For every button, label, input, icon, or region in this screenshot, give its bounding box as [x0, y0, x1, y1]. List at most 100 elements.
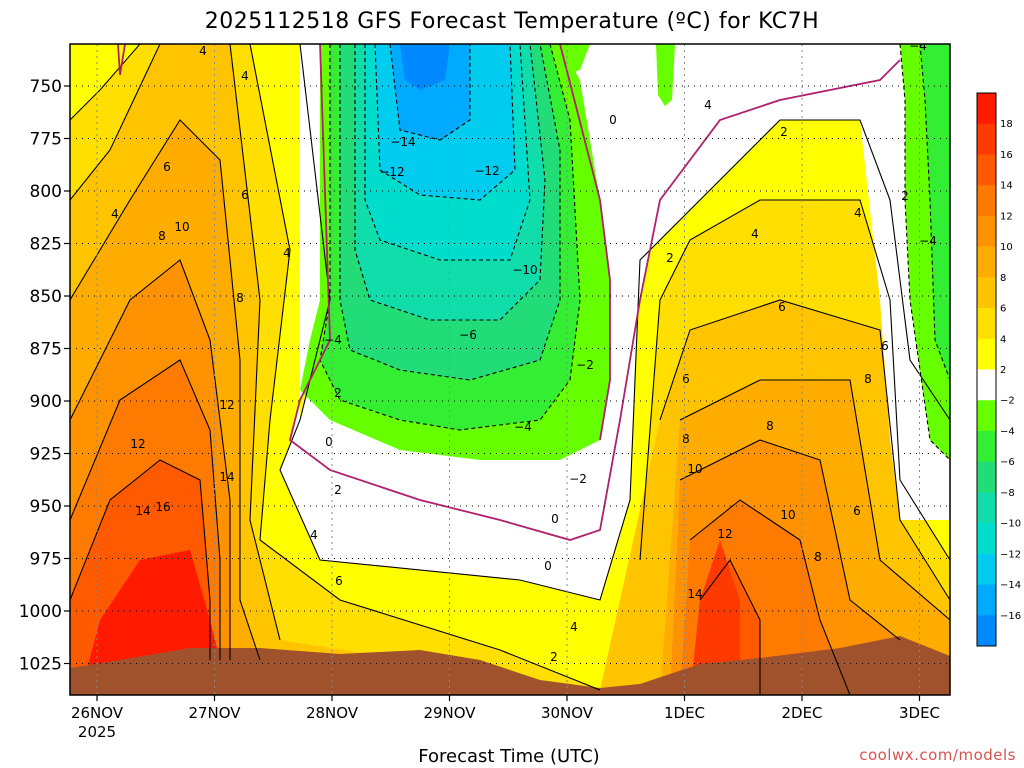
colorbar-label: 8 [1000, 273, 1006, 284]
contour-label: 12 [219, 398, 234, 412]
colorbar-swatch [977, 93, 996, 125]
zero-contour-line [117, 44, 126, 76]
colorbar-label: −2 [1000, 396, 1015, 407]
colorbar-label: 2 [1000, 365, 1006, 376]
y-tick-label: 925 [30, 445, 62, 465]
colorbar-swatch [977, 185, 996, 217]
contour-line [689, 499, 851, 695]
contour-line [70, 359, 221, 660]
contour-label: −2 [569, 472, 587, 486]
colorbar-swatch [977, 277, 996, 309]
colorbar: 18 16 14 12 10 8 6 4 2 −2 −4 −6 −8 −10 −12 −14 −16 [976, 92, 1021, 647]
contour-label: −12 [474, 164, 499, 178]
contour-label: 0 [544, 559, 552, 573]
contour-labels: 4 4 6 6 4 8 10 8 4 12 12 14 14 16 −14 −12 −12 −10 −6 −4 −2 −4… [111, 39, 937, 664]
x-tick-sublabel: 2025 [78, 723, 116, 741]
colorbar-swatch [977, 338, 996, 370]
contour-label: −12 [379, 165, 404, 179]
colorbar-label: −16 [1000, 611, 1021, 622]
contour-label: 2 [550, 650, 558, 664]
contour-label: 6 [682, 372, 690, 386]
contour-label: 10 [687, 462, 702, 476]
y-axis: 750 775 800 825 850 875 900 925 950 975 1000 1025 [19, 77, 70, 675]
contour-label: 4 [854, 206, 862, 220]
x-tick-label: 28NOV [306, 704, 359, 722]
contour-label: 0 [325, 435, 333, 449]
contour-label: 14 [219, 470, 234, 484]
contour-line [639, 199, 950, 561]
contour-label: 2 [666, 251, 674, 265]
colorbar-label: 14 [1000, 181, 1013, 192]
contour-label: 6 [241, 188, 249, 202]
colorbar-swatch [977, 215, 996, 248]
contour-line [389, 44, 471, 141]
colorbar-swatch [977, 492, 996, 524]
zero-contour-line [559, 44, 611, 441]
contour-label: −14 [390, 135, 415, 149]
colorbar-swatch [977, 523, 996, 555]
y-tick-label: 900 [30, 392, 62, 412]
colorbar-label: 4 [1000, 334, 1006, 345]
colorbar-label: 16 [1000, 150, 1013, 161]
colorbar-label: 10 [1000, 242, 1013, 253]
x-tick-label: 30NOV [541, 704, 594, 722]
contour-line [70, 119, 261, 661]
y-tick-label: 1025 [19, 655, 62, 675]
contour-label: 0 [609, 113, 617, 127]
zero-contour-line [288, 44, 901, 541]
colorbar-swatch [977, 123, 996, 155]
contour-label: 2 [901, 189, 909, 203]
contour-label: −4 [919, 234, 937, 248]
contour-label: 2 [780, 125, 788, 139]
terrain-below-ground [70, 636, 950, 695]
contour-line [279, 44, 950, 601]
contour-label: 4 [704, 98, 712, 112]
contour-label: 14 [687, 587, 702, 601]
contour-lines [70, 44, 950, 695]
colorbar-label: −14 [1000, 580, 1021, 591]
contour-line [364, 44, 531, 261]
contour-line [160, 44, 281, 641]
contour-label: 4 [751, 227, 759, 241]
colorbar-swatch [977, 246, 996, 278]
contour-label: 14 [135, 504, 150, 518]
contour-label: 16 [155, 500, 170, 514]
contour-label: 4 [310, 528, 318, 542]
contour-label: 4 [199, 44, 207, 58]
y-tick-label: 750 [30, 77, 62, 97]
x-tick-label: 2DEC [781, 704, 822, 722]
contour-label: −4 [909, 39, 927, 53]
x-tick-label: 1DEC [664, 704, 705, 722]
colorbar-swatch [977, 615, 996, 647]
contour-label: 10 [780, 508, 795, 522]
y-tick-label: 1000 [19, 602, 62, 622]
contour-line [319, 44, 581, 431]
colorbar-label: −6 [1000, 457, 1015, 468]
contour-line [679, 379, 950, 621]
contour-label: 6 [853, 504, 861, 518]
contour-label: 4 [111, 207, 119, 221]
colorbar-swatch [977, 308, 996, 340]
colorbar-label: −12 [1000, 549, 1021, 560]
colorbar-swatch [977, 430, 996, 463]
x-axis-label: Forecast Time (UTC) [418, 746, 599, 767]
contour-line [70, 44, 161, 201]
contour-label: 8 [814, 550, 822, 564]
contour-label: 6 [881, 339, 889, 353]
y-tick-label: 775 [30, 130, 62, 150]
contour-line [899, 44, 950, 461]
y-tick-label: 850 [30, 287, 62, 307]
contour-label: −10 [512, 263, 537, 277]
colorbar-label: −4 [1000, 426, 1015, 437]
colorbar-label: 12 [1000, 211, 1013, 222]
colorbar-swatch [977, 154, 996, 186]
y-tick-label: 975 [30, 550, 62, 570]
contour-line [339, 44, 561, 381]
colorbar-label: −8 [1000, 488, 1015, 499]
contour-line [919, 44, 950, 381]
cold-patch-1dec [656, 44, 675, 106]
contour-line [374, 44, 516, 201]
gridlines [70, 44, 950, 695]
contour-line [699, 558, 761, 695]
